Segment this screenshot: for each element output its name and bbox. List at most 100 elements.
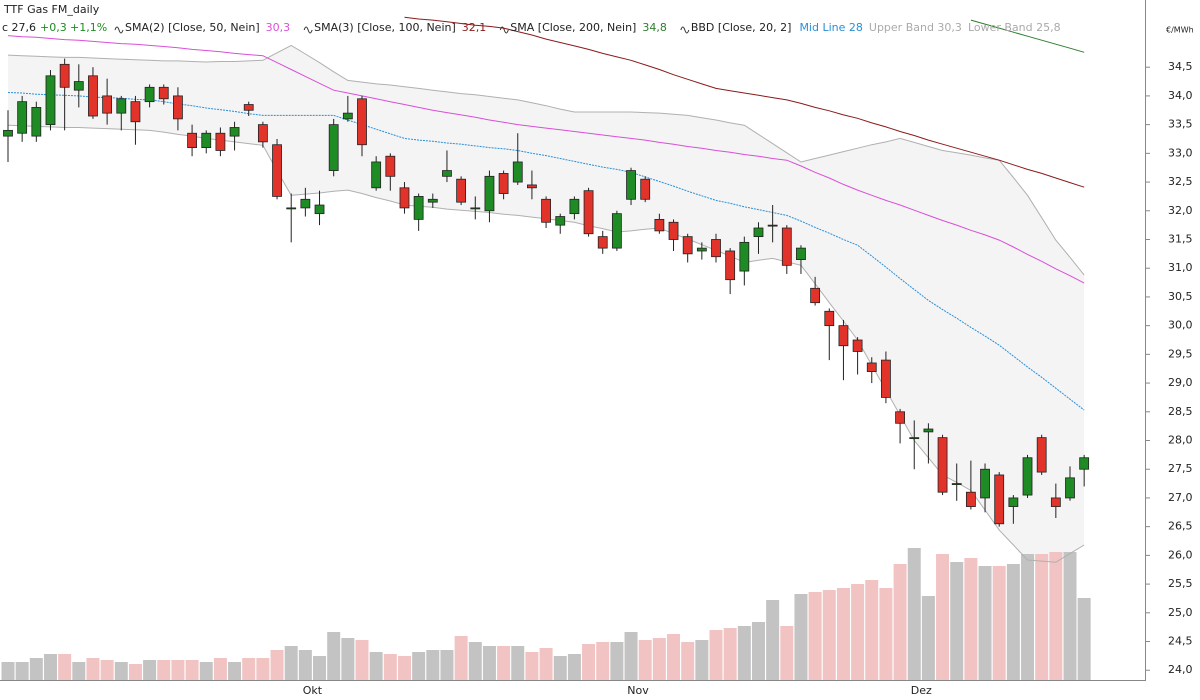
volume-bar (836, 588, 850, 680)
volume-bar (426, 650, 440, 680)
candle-body (399, 187, 410, 209)
candle-body (59, 63, 70, 88)
volume-bar (100, 660, 114, 680)
candle-body (895, 411, 905, 424)
candle-body (300, 198, 311, 209)
candle-body (824, 310, 835, 327)
volume-bar (1049, 552, 1063, 680)
volume-bar (950, 562, 964, 680)
candle-body (838, 325, 849, 347)
y-tick-label: 32,0 (1168, 204, 1193, 217)
volume-bar (412, 652, 426, 680)
candle-body (611, 213, 622, 249)
y-tick-label: 29,5 (1168, 347, 1193, 360)
y-tick-label: 24,0 (1168, 663, 1193, 676)
y-tick-label: 30,0 (1168, 319, 1193, 332)
candle-body (187, 132, 197, 149)
volume-bar (298, 650, 312, 680)
y-tick-label: 34,0 (1168, 89, 1193, 102)
candle-body (413, 196, 424, 220)
candle-body (640, 178, 651, 200)
candle-body (1036, 437, 1047, 473)
volume-bar (242, 658, 256, 680)
volume-bar (780, 626, 794, 680)
candle-body (994, 474, 1005, 525)
volume-bar (397, 656, 411, 680)
candle-body (569, 198, 580, 215)
x-tick-label: Nov (627, 684, 649, 697)
candle-body (980, 468, 990, 499)
candle-body (31, 106, 42, 137)
legend-name: Mid Line 28 (799, 21, 862, 34)
volume-bar (525, 652, 539, 680)
volume-bar (539, 648, 553, 680)
volume-bar (143, 660, 157, 680)
volume-bar (751, 622, 765, 680)
volume-bar (652, 638, 666, 680)
volume-bar (369, 652, 383, 680)
candle-body (328, 124, 339, 171)
volume-bar (86, 658, 100, 680)
candle-body (442, 170, 452, 177)
candle-body (965, 491, 976, 507)
quote-close: c 27,6 (2, 21, 36, 34)
volume-bar (893, 564, 907, 680)
candle-body (357, 98, 367, 146)
candle-body (229, 127, 240, 137)
candle-body (654, 218, 665, 232)
volume-bar (1063, 552, 1077, 680)
volume-bar (284, 646, 298, 680)
y-tick-label: 26,0 (1168, 548, 1193, 561)
candle-body (17, 101, 28, 134)
indicator-line (7, 92, 1085, 411)
legend-name: BBD [Close, 20, 2] (691, 21, 792, 34)
legend-readout: 32,1 (462, 21, 487, 34)
candle-body (711, 239, 721, 258)
y-tick-label: 34,5 (1168, 60, 1193, 73)
volume-bar (1021, 554, 1035, 680)
candle-body (527, 184, 537, 189)
volume-bar (992, 566, 1006, 680)
volume-bar (482, 646, 496, 680)
y-tick-label: 31,0 (1168, 261, 1193, 274)
candle-body (116, 98, 127, 114)
volume-bar (709, 630, 723, 680)
volume-bar (327, 632, 341, 680)
candle-body (909, 437, 920, 440)
volume-bar (624, 632, 638, 680)
candle-body (158, 86, 169, 100)
candle-body (866, 362, 877, 372)
volume-bar (341, 638, 355, 680)
volume-bar (681, 642, 695, 680)
volume-bar (723, 628, 737, 680)
volume-bar (667, 634, 681, 680)
volume-bar (468, 642, 482, 680)
volume-bar (440, 650, 454, 680)
candle-body (937, 437, 948, 493)
volume-bar (638, 640, 652, 680)
volume-bar (511, 646, 525, 680)
candle-body (626, 170, 636, 200)
volume-bar (72, 662, 86, 680)
indicator-line (7, 44, 1085, 276)
candle-body (45, 75, 56, 126)
candle-body (427, 198, 438, 203)
y-tick-label: 29,0 (1168, 376, 1193, 389)
volume-bar (213, 658, 227, 680)
y-tick-label: 28,5 (1168, 405, 1193, 418)
volume-bar (1, 662, 15, 680)
candle-body (102, 95, 113, 114)
y-tick-label: 28,0 (1168, 434, 1193, 447)
candle-body (555, 216, 566, 226)
candle-body (767, 224, 778, 227)
candle-body (923, 428, 934, 433)
volume-bar (256, 658, 270, 680)
y-tick-label: 31,5 (1168, 232, 1193, 245)
volume-bar (936, 554, 950, 680)
y-tick-label: 33,0 (1168, 146, 1193, 159)
candle-body (852, 339, 863, 352)
candle-body (753, 227, 764, 238)
candle-body (385, 155, 396, 177)
volume-bar (964, 558, 978, 680)
